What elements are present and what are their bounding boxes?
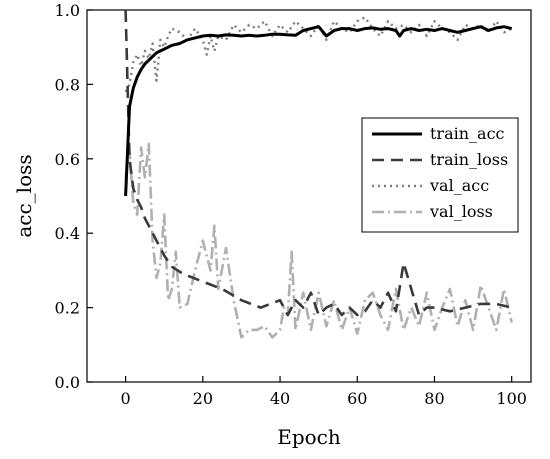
y-tick-label: 0.2	[55, 299, 80, 318]
legend: train_acc train_loss val_acc val_loss	[361, 117, 519, 233]
y-tick-label: 0.0	[55, 373, 80, 392]
series-layer	[124, 9, 513, 339]
y-tick-label: 0.6	[55, 150, 80, 169]
y-tick-label: 0.4	[55, 224, 80, 243]
legend-label-train-loss: train_loss	[430, 150, 508, 169]
x-tick-label: 100	[496, 389, 527, 408]
plot-frame	[86, 9, 532, 383]
x-tick-label: 40	[270, 389, 290, 408]
legend-label-val-loss: val_loss	[429, 202, 493, 221]
x-axis-title: Epoch	[277, 425, 341, 449]
x-tick-label: 20	[193, 389, 213, 408]
x-tick-label: 60	[347, 389, 367, 408]
x-tick-label: 80	[424, 389, 444, 408]
series-line-val-acc	[124, 16, 513, 93]
y-tick-label: 1.0	[55, 1, 80, 20]
x-tick-label: 0	[121, 389, 131, 408]
legend-label-val-acc: val_acc	[429, 176, 489, 195]
y-axis-ticks: 0.0 0.2 0.4 0.6 0.8 1.0	[55, 1, 93, 392]
x-axis-ticks: 0 20 40 60 80 100	[121, 376, 527, 408]
series-line-train-acc	[124, 25, 513, 197]
y-axis-title: acc_loss	[12, 154, 36, 237]
y-tick-label: 0.8	[55, 75, 80, 94]
legend-label-train-acc: train_acc	[430, 124, 505, 143]
series-line-train-loss	[124, 9, 513, 317]
